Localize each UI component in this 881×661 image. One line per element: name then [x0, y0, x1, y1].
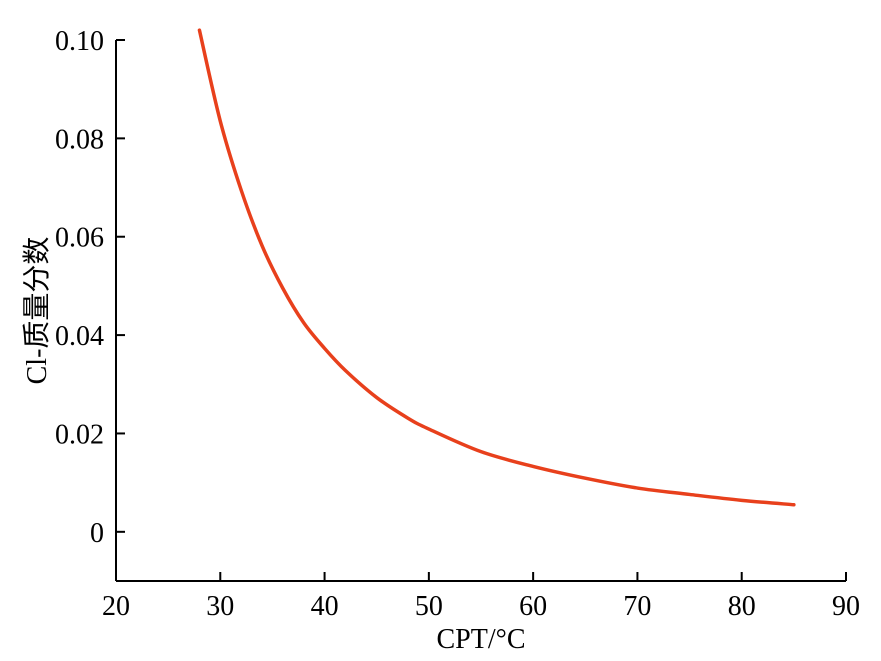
x-tick-label: 60 [519, 591, 547, 622]
axes-layer [115, 40, 846, 582]
ticks-layer: 20 30 40 50 60 70 80 90 0 0.02 0.04 0.06 0.08 0.10 [55, 26, 860, 622]
x-tick-label: 40 [311, 591, 339, 622]
y-tick-label: 0.04 [55, 321, 104, 352]
y-tick-label: 0.10 [55, 26, 104, 57]
x-tick-label: 70 [623, 591, 651, 622]
x-tick-label: 90 [832, 591, 860, 622]
x-tick-label: 80 [728, 591, 756, 622]
y-axis-title: Cl-质量分数 [21, 237, 53, 385]
y-tick-label: 0.02 [55, 419, 104, 450]
series-line [197, 28, 796, 507]
y-tick-label: 0 [90, 518, 104, 549]
y-tick-label: 0.06 [55, 223, 104, 254]
x-axis-title: CPT/°C [436, 624, 525, 655]
x-tick-label: 50 [415, 591, 443, 622]
series-layer [197, 28, 796, 507]
x-tick-label: 30 [206, 591, 234, 622]
y-tick-label: 0.08 [55, 124, 104, 155]
x-tick-label: 20 [102, 591, 130, 622]
